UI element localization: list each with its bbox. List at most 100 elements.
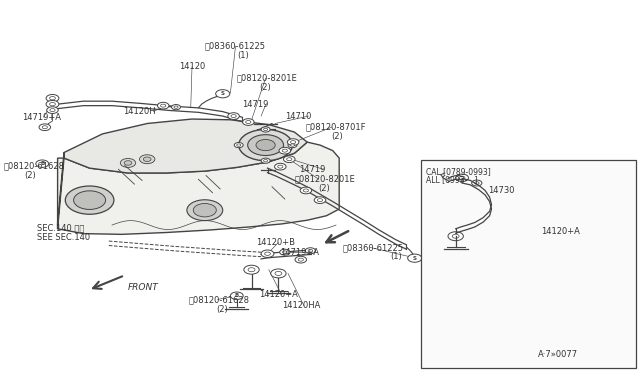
Text: (2): (2) (319, 185, 330, 193)
Text: 14120+A: 14120+A (541, 227, 580, 236)
Circle shape (300, 187, 312, 194)
Circle shape (231, 115, 236, 118)
Text: S: S (413, 256, 417, 261)
Text: (2): (2) (259, 83, 271, 92)
Circle shape (172, 105, 180, 110)
Circle shape (448, 232, 463, 241)
Circle shape (261, 250, 274, 257)
Text: Ⓑ08120-8701F: Ⓑ08120-8701F (306, 123, 367, 132)
Circle shape (287, 158, 292, 161)
Text: Ⓑ08120-61628: Ⓑ08120-61628 (3, 161, 64, 170)
Text: CAL [0789-0993]: CAL [0789-0993] (426, 167, 491, 176)
Circle shape (408, 254, 422, 262)
Text: (2): (2) (332, 132, 343, 141)
Circle shape (161, 104, 166, 107)
Circle shape (291, 144, 294, 146)
Circle shape (120, 158, 136, 167)
Text: (1): (1) (390, 252, 402, 261)
Circle shape (314, 197, 326, 203)
Circle shape (216, 90, 230, 98)
Circle shape (234, 142, 243, 148)
Circle shape (288, 142, 297, 148)
Text: 14120: 14120 (179, 62, 205, 71)
Circle shape (474, 182, 479, 185)
Circle shape (456, 174, 468, 182)
Text: 14120+A: 14120+A (259, 290, 298, 299)
Text: 14120+B: 14120+B (256, 238, 295, 247)
Circle shape (275, 163, 286, 170)
Circle shape (47, 107, 58, 113)
Text: Ⓢ08360-61225: Ⓢ08360-61225 (205, 41, 266, 50)
Circle shape (305, 248, 316, 254)
Text: Ⓢ08360-61225: Ⓢ08360-61225 (342, 243, 403, 252)
Text: (2): (2) (216, 305, 228, 314)
Circle shape (452, 234, 459, 238)
Text: 14719+A: 14719+A (280, 248, 319, 257)
Text: 14719: 14719 (242, 100, 268, 109)
Text: SEC.140 参照: SEC.140 参照 (37, 223, 84, 232)
Circle shape (46, 94, 59, 102)
Circle shape (193, 203, 216, 217)
Polygon shape (64, 119, 307, 173)
Text: 14120HA: 14120HA (282, 301, 320, 310)
Text: B: B (40, 161, 44, 166)
Circle shape (248, 268, 255, 272)
Text: FRONT: FRONT (128, 283, 159, 292)
Circle shape (246, 121, 251, 124)
Circle shape (239, 129, 292, 161)
Circle shape (261, 127, 270, 132)
Circle shape (280, 249, 290, 255)
Circle shape (42, 126, 47, 129)
Circle shape (291, 141, 296, 144)
Circle shape (472, 180, 482, 186)
Circle shape (244, 265, 259, 274)
Circle shape (230, 292, 243, 299)
Circle shape (46, 100, 59, 108)
Circle shape (460, 176, 465, 179)
Circle shape (36, 160, 49, 167)
Text: Ⓑ08120-8201E: Ⓑ08120-8201E (294, 175, 355, 184)
Circle shape (279, 147, 291, 154)
Text: Ⓑ08120-8201E: Ⓑ08120-8201E (237, 74, 298, 83)
Text: 14730: 14730 (488, 186, 514, 195)
Polygon shape (58, 153, 64, 229)
Circle shape (237, 144, 241, 146)
Text: A·7»0077: A·7»0077 (538, 350, 578, 359)
Circle shape (275, 272, 282, 275)
Circle shape (298, 258, 303, 261)
Bar (421, 160, 636, 368)
Text: (1): (1) (237, 51, 248, 60)
Circle shape (124, 161, 132, 165)
Text: (2): (2) (24, 171, 36, 180)
Circle shape (303, 189, 308, 192)
Text: SEE SEC.140: SEE SEC.140 (37, 233, 90, 242)
Circle shape (140, 155, 155, 164)
Circle shape (317, 199, 323, 202)
Circle shape (50, 109, 55, 112)
Circle shape (308, 249, 313, 252)
Circle shape (74, 191, 106, 209)
Circle shape (282, 149, 287, 152)
Circle shape (282, 251, 287, 254)
Circle shape (174, 106, 178, 108)
Text: 14120H: 14120H (123, 107, 156, 116)
Circle shape (264, 160, 268, 162)
Circle shape (143, 157, 151, 161)
Circle shape (256, 140, 275, 151)
Circle shape (261, 158, 270, 163)
Text: S: S (221, 91, 225, 96)
Text: B: B (235, 293, 239, 298)
Circle shape (295, 256, 307, 263)
Circle shape (50, 97, 56, 100)
Circle shape (65, 186, 114, 214)
Text: 14710: 14710 (285, 112, 311, 121)
Circle shape (50, 103, 56, 106)
Circle shape (278, 165, 283, 168)
Circle shape (228, 113, 239, 119)
Text: 14719: 14719 (300, 165, 326, 174)
Circle shape (264, 128, 268, 131)
Text: 14719+A: 14719+A (22, 113, 61, 122)
Circle shape (39, 124, 51, 131)
Polygon shape (58, 142, 339, 234)
Circle shape (187, 200, 223, 221)
